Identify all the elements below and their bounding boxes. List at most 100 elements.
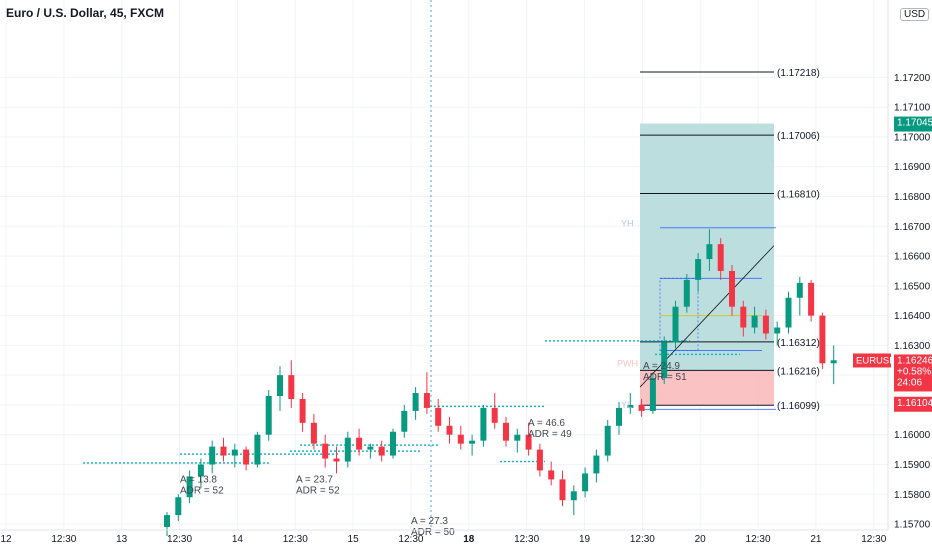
candle-body [604,425,611,456]
candle-body [435,407,442,426]
y-tick-label: 1.16300 [894,341,931,352]
current-price-tag [894,354,932,392]
x-tick-label: 18 [463,534,475,545]
candle-body [548,470,555,480]
marker-label: PWH [617,358,638,368]
candle-body [390,431,396,456]
x-tick-label: 12:30 [398,534,423,545]
x-tick-label: 14 [232,534,244,545]
y-tick-label: 1.16700 [894,222,931,233]
symbol-tag-text: EURUSD [856,355,896,366]
stat-label-adr: ADR = 52 [296,485,340,496]
candle-body [830,360,837,364]
candle-body [729,270,735,307]
candle-body [559,479,566,501]
level-label: (1.16099) [777,401,820,412]
candle-body [446,425,453,435]
candle-body [751,315,758,328]
candle-body [661,342,668,379]
candle-body [356,437,363,450]
x-tick-label: 12:30 [514,534,539,545]
candle-body [706,244,713,260]
level-label: (1.16312) [777,338,820,349]
stat-label-adr: ADR = 50 [411,527,455,538]
x-tick-label: 12:30 [746,534,771,545]
y-tick-label: 1.15800 [894,490,931,501]
candles [164,229,837,536]
level-label: (1.16810) [777,190,820,201]
stat-label-adr: ADR = 49 [528,429,572,440]
stat-label-adr: ADR = 52 [180,485,224,496]
x-tick-label: 19 [579,534,591,545]
candle-body [525,434,532,450]
candle-body [344,437,351,462]
y-tick-label: 1.17200 [894,73,931,84]
y-tick-label: 1.16800 [894,192,931,203]
candle-body [231,449,238,456]
candle-body [457,434,464,444]
x-tick-label: 12:30 [283,534,308,545]
candle-body [220,446,227,456]
y-tick-label: 1.15700 [894,520,931,531]
target-price-tag-text: 1.17045 [897,118,932,129]
y-tick-label: 1.16600 [894,252,931,263]
stat-label-range: A = 13.8 [180,474,217,485]
y-tick-label: 1.16500 [894,281,931,292]
current-price-tag-text: +0.58% [897,366,931,377]
marker-label: YL [621,400,632,410]
candle-body [367,446,374,450]
candle-body [695,259,702,280]
x-tick-label: 13 [116,534,128,545]
candle-body [616,407,622,426]
price-axis: 1.157001.158001.159001.160001.161001.162… [887,0,931,531]
candle-body [209,446,216,465]
level-label: (1.17006) [777,131,820,142]
candle-body [796,282,803,298]
x-tick-label: 12:30 [167,534,192,545]
candle-body [785,297,792,328]
y-tick-label: 1.16400 [894,311,931,322]
candle-body [197,464,204,477]
candle-body [503,422,509,441]
chart-title: Euro / U.S. Dollar, 45, FXCM [6,6,165,20]
candle-body [582,473,589,492]
candle-body [774,327,781,334]
candle-body [277,375,283,397]
currency-button[interactable]: USD [900,8,930,21]
candle-body [378,446,385,456]
symbol-tag [853,353,891,368]
stat-label-range: A = 46.6 [528,418,565,429]
time-axis: 12 12:30 13 12:30 14 12:30 15 12:30 18 12:30 19 12:… [0,529,888,545]
level-label: (1.17218) [777,68,820,79]
candle-body [536,449,543,471]
candle-body [412,393,419,411]
x-tick-label: 12:30 [51,534,76,545]
x-tick-label: 12:30 [861,534,886,545]
candle-body [164,515,170,528]
candle-body [683,279,690,307]
stat-label-range: A = 27.3 [411,516,448,527]
y-tick-label: 1.17100 [894,103,931,114]
candle-body [740,306,747,328]
target-price-tag [894,116,932,132]
candle-body [322,443,329,459]
candle-body [491,407,498,423]
stat-label-range: A = 24.9 [643,361,680,372]
current-price-tag-text: 24:06 [897,377,922,388]
candle-body [423,393,430,408]
stat-label-adr: ADR = 51 [643,372,687,383]
stop-price-tag [894,396,932,412]
y-tick-label: 1.16900 [894,162,931,173]
current-price-tag-text: 1.16246 [897,355,932,366]
candle-body [175,497,182,516]
stat-label-range: A = 23.7 [296,474,333,485]
x-tick-label: 15 [348,534,360,545]
candle-body [819,315,826,364]
candle-body [265,396,272,435]
y-tick-label: 1.17000 [894,132,931,143]
candle-body [638,404,645,411]
y-tick-label: 1.15900 [894,460,931,471]
candle-body [310,422,317,444]
candle-body [401,410,408,432]
